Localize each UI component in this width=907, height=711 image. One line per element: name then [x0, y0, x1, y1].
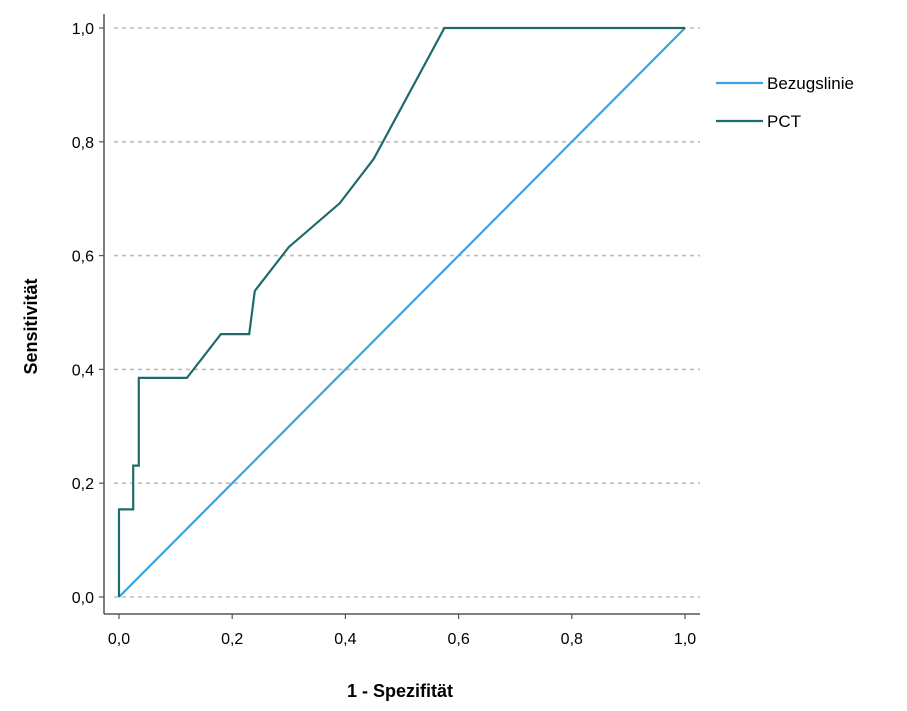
y-tick-label-2: 0,4: [72, 362, 94, 379]
legend-label-1: PCT: [767, 112, 801, 131]
x-tick-label-0: 0,0: [108, 631, 130, 648]
axes: [103, 14, 700, 615]
series-line-bezugslinie: [118, 27, 686, 598]
series: [117, 26, 686, 598]
y-tick-label-3: 0,6: [72, 249, 94, 266]
x-tick-label-5: 1,0: [674, 631, 696, 648]
x-tick-label-2: 0,4: [334, 631, 356, 648]
x-tick-label-4: 0,8: [561, 631, 583, 648]
x-axis-title: 1 - Spezifität: [347, 681, 453, 701]
tick-labels: 0,0 0,2 0,4 0,6 0,8 1,0 0,0 0,2 0,4 0,6 0,8 1,0: [72, 21, 696, 648]
legend: Bezugslinie PCT: [716, 74, 854, 131]
y-tick-label-5: 1,0: [72, 21, 94, 38]
legend-label-0: Bezugslinie: [767, 74, 854, 93]
y-axis-title: Sensitivität: [21, 278, 41, 374]
x-tick-label-3: 0,6: [447, 631, 469, 648]
x-tick-label-1: 0,2: [221, 631, 243, 648]
y-tick-label-0: 0,0: [72, 590, 94, 607]
y-tick-label-1: 0,2: [72, 476, 94, 493]
gridlines: [114, 27, 700, 598]
series-line-pct: [117, 26, 685, 597]
y-tick-label-4: 0,8: [72, 135, 94, 152]
